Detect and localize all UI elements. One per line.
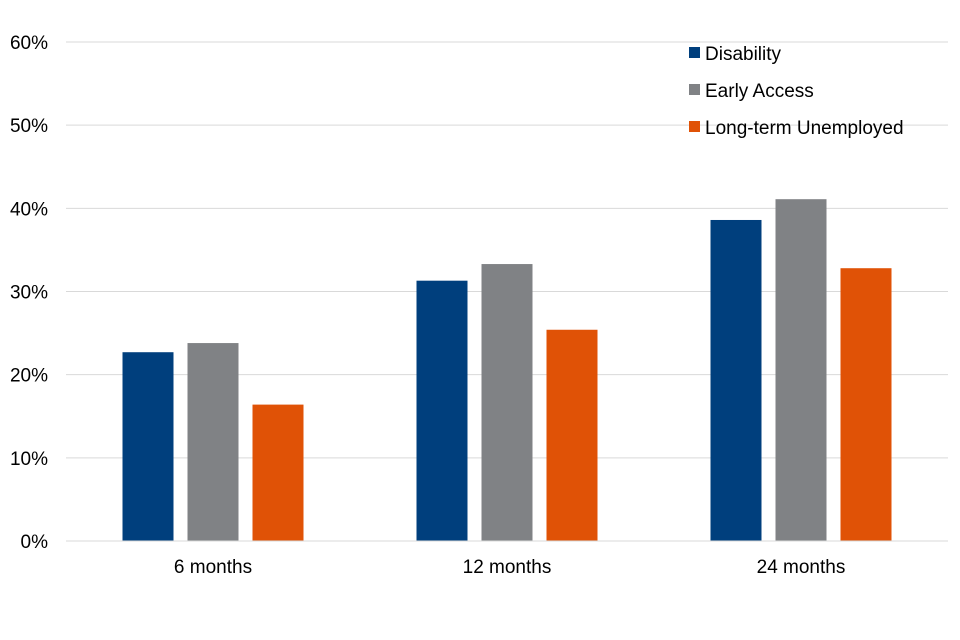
bar-early-access-1 xyxy=(481,264,533,541)
y-tick-label: 50% xyxy=(10,116,48,137)
x-axis-category-labels: 6 months 12 months 24 months xyxy=(174,557,845,578)
bar-long-term-unemployed-1 xyxy=(546,329,598,541)
x-category-label: 6 months xyxy=(174,557,252,578)
y-axis-tick-labels: 0% 10% 20% 30% 40% 50% 60% xyxy=(10,33,48,553)
legend-label: Early Access xyxy=(705,81,814,102)
legend: Disability Early Access Long-term Unemploy… xyxy=(689,44,904,139)
legend-label: Disability xyxy=(705,44,782,65)
bar-disability-2 xyxy=(710,219,762,541)
bar-disability-1 xyxy=(416,280,468,541)
bar-long-term-unemployed-0 xyxy=(252,404,304,541)
bar-disability-0 xyxy=(122,352,174,541)
y-tick-label: 30% xyxy=(10,283,48,304)
legend-swatch xyxy=(689,84,700,95)
bar-early-access-0 xyxy=(187,343,239,541)
legend-swatch xyxy=(689,121,700,132)
bars xyxy=(122,199,892,541)
bar-long-term-unemployed-2 xyxy=(840,268,892,541)
y-tick-label: 60% xyxy=(10,33,48,54)
legend-swatch xyxy=(689,47,700,58)
y-tick-label: 40% xyxy=(10,199,48,220)
y-tick-label: 0% xyxy=(21,532,49,553)
legend-label: Long-term Unemployed xyxy=(705,118,904,139)
x-category-label: 12 months xyxy=(463,557,552,578)
x-category-label: 24 months xyxy=(757,557,846,578)
y-tick-label: 10% xyxy=(10,449,48,470)
bar-early-access-2 xyxy=(775,199,827,541)
y-tick-label: 20% xyxy=(10,366,48,387)
